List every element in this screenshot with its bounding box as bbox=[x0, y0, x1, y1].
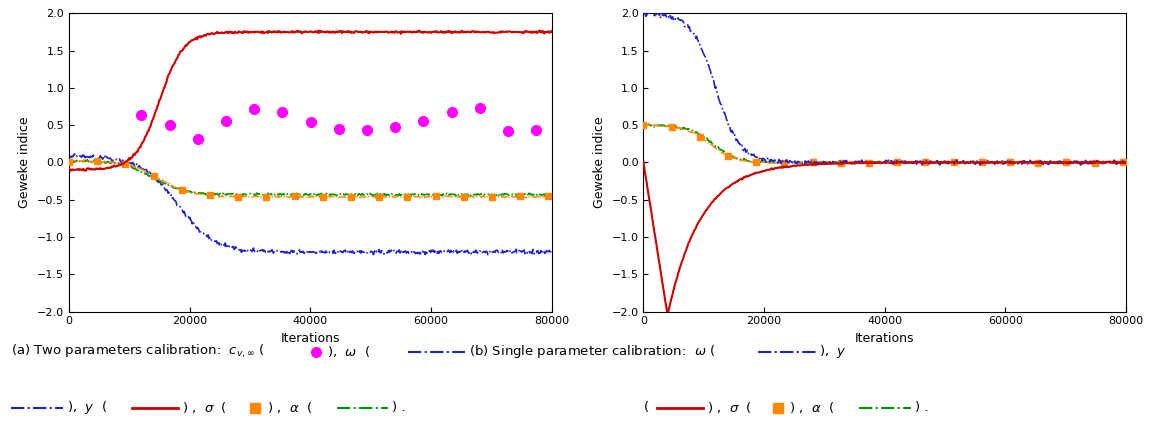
X-axis label: Iterations: Iterations bbox=[855, 332, 915, 345]
Y-axis label: Geweke indice: Geweke indice bbox=[593, 117, 606, 208]
Text: ) ,  $\alpha$  (: ) , $\alpha$ ( bbox=[789, 400, 834, 415]
Y-axis label: Geweke indice: Geweke indice bbox=[18, 117, 31, 208]
Text: ) ,  $\alpha$  (: ) , $\alpha$ ( bbox=[267, 400, 311, 415]
Text: (: ( bbox=[643, 401, 648, 414]
X-axis label: Iterations: Iterations bbox=[280, 332, 340, 345]
Text: ) ,  $\sigma$  (: ) , $\sigma$ ( bbox=[182, 400, 226, 415]
Text: ) .: ) . bbox=[392, 401, 406, 414]
Text: ) .: ) . bbox=[915, 401, 928, 414]
Text: ) ,  $\sigma$  (: ) , $\sigma$ ( bbox=[707, 400, 751, 415]
Text: ),  $y$  (: ), $y$ ( bbox=[67, 399, 107, 416]
Text: ),  $\omega$  (: ), $\omega$ ( bbox=[327, 344, 371, 359]
Text: ),  $y$: ), $y$ bbox=[819, 343, 847, 360]
Text: (b) Single parameter calibration:  $\omega$ (: (b) Single parameter calibration: $\omeg… bbox=[469, 343, 716, 360]
Text: (a) Two parameters calibration:  $c_{v,\infty}$ (: (a) Two parameters calibration: $c_{v,\i… bbox=[11, 343, 265, 360]
